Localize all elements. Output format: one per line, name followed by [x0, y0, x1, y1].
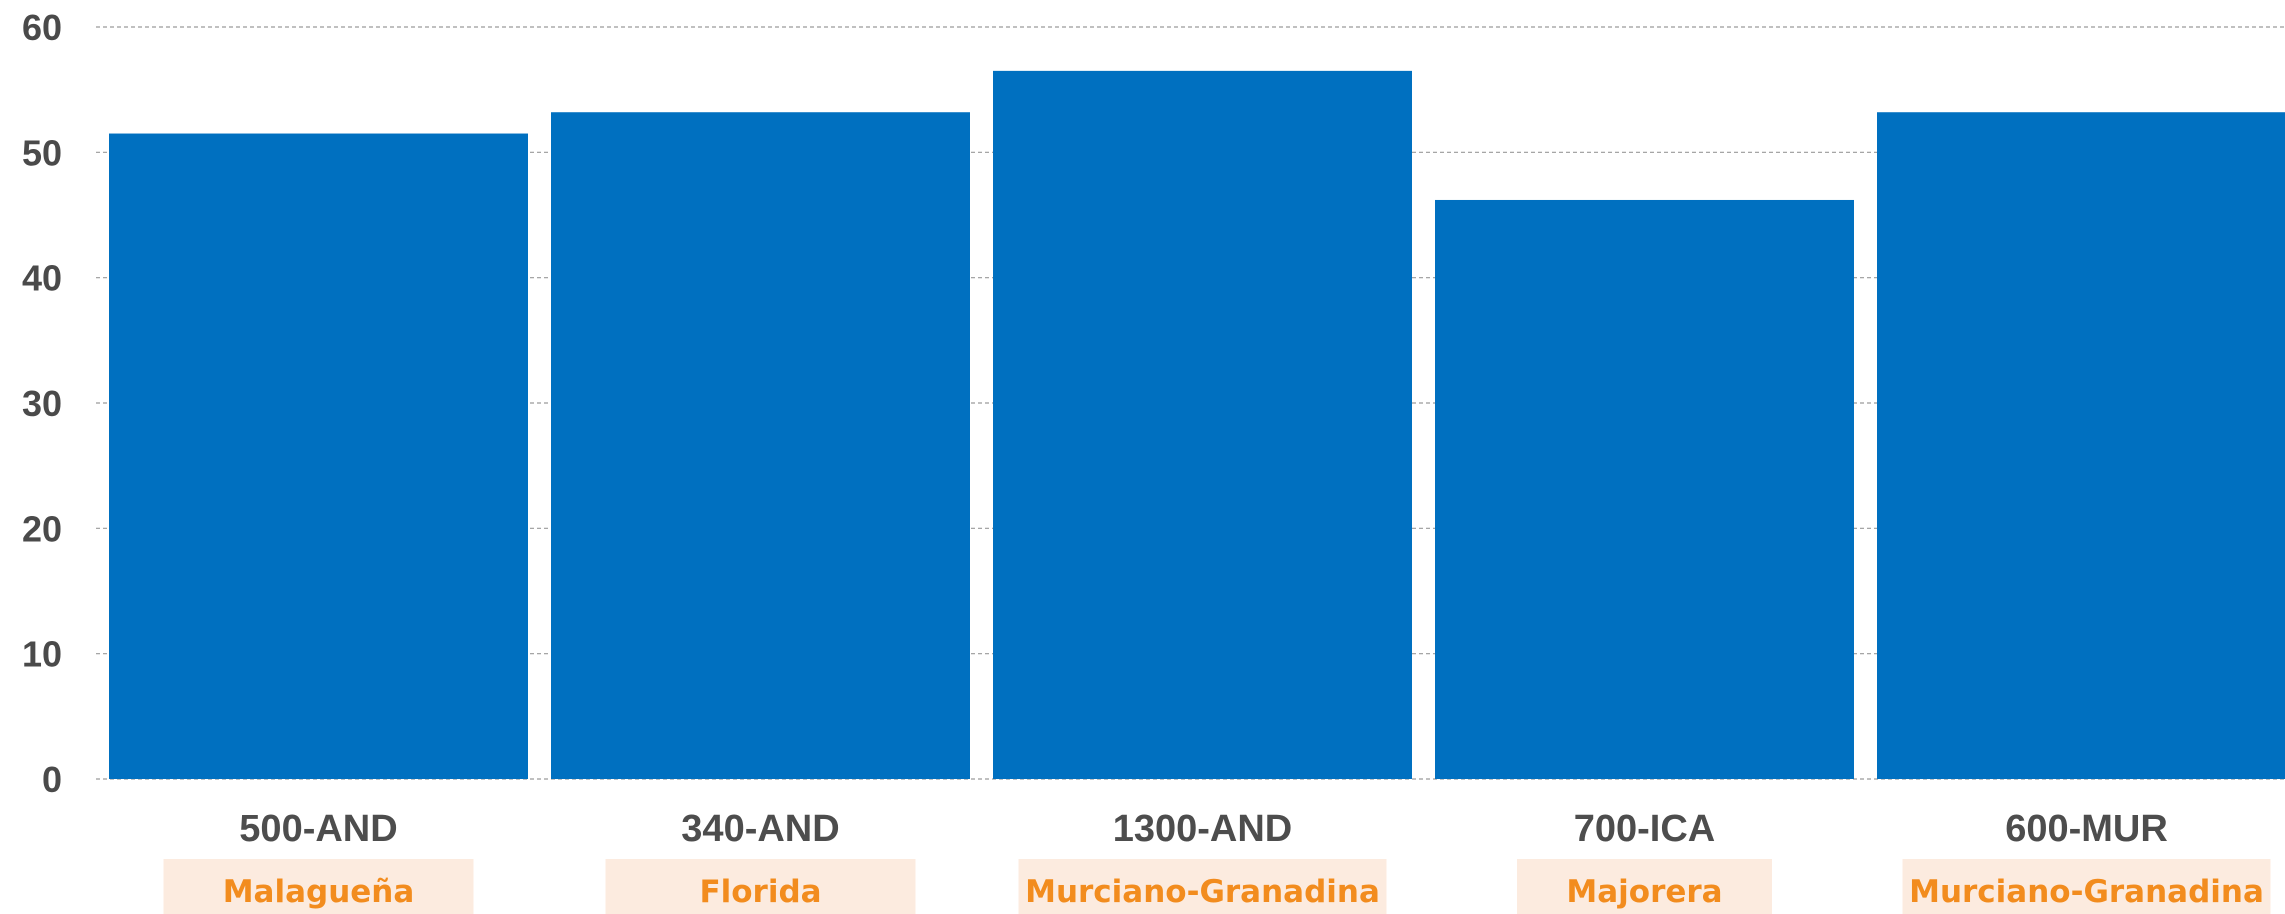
y-tick-label: 0	[42, 759, 62, 800]
bars	[109, 70, 2285, 780]
breed-sublabel: Florida	[699, 874, 821, 910]
breed-sublabel: Majorera	[1566, 874, 1722, 910]
breed-sublabel: Murciano-Granadina	[1025, 874, 1380, 910]
x-category-label: 1300-AND	[1113, 808, 1293, 850]
x-category-label: 600-MUR	[2005, 808, 2168, 850]
bar	[993, 70, 1412, 779]
y-tick-label: 10	[22, 634, 62, 675]
y-tick-label: 60	[22, 7, 62, 48]
x-category-label: 340-AND	[681, 808, 839, 850]
x-category-label: 500-AND	[239, 808, 397, 850]
y-tick-label: 40	[22, 258, 62, 299]
x-category-label: 700-ICA	[1574, 808, 1716, 850]
bar	[1877, 112, 2285, 779]
sublabel-background	[1902, 859, 2271, 914]
sublabel-background	[1018, 859, 1387, 914]
breed-sublabel: Malagueña	[223, 874, 415, 910]
sublabel-background	[1517, 859, 1772, 914]
y-tick-label: 30	[22, 383, 62, 424]
bar	[551, 112, 970, 779]
y-axis-tick-labels: 0 10 20 30 40 50 60	[22, 7, 62, 800]
breed-sublabels: Malagueña Florida Murciano-Granadina Majore…	[163, 859, 2271, 914]
y-tick-label: 50	[22, 132, 62, 173]
x-axis-category-labels: 500-AND 340-AND 1300-AND 700-ICA 600-MUR	[239, 808, 2168, 850]
bar	[1435, 199, 1854, 779]
y-tick-label: 20	[22, 508, 62, 549]
sublabel-background	[605, 859, 916, 914]
bar	[109, 133, 528, 780]
breed-sublabel: Murciano-Granadina	[1909, 874, 2264, 910]
sublabel-background	[163, 859, 474, 914]
